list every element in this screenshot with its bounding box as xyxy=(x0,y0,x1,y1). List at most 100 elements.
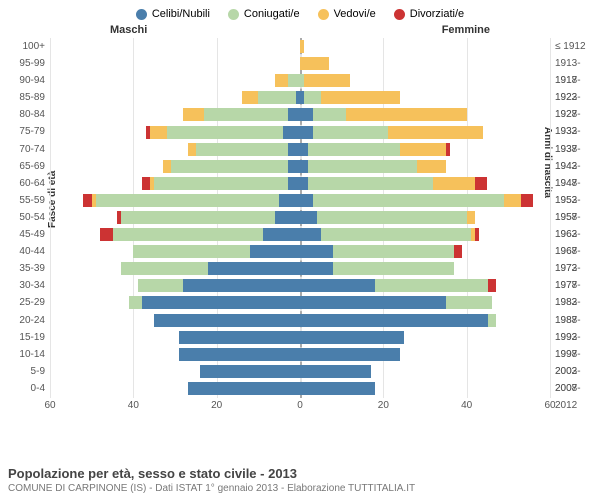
legend-item: Vedovi/e xyxy=(318,8,376,20)
segment xyxy=(250,245,300,258)
age-label: 90-94 xyxy=(0,72,48,89)
segment xyxy=(321,228,471,241)
pyramid-row xyxy=(50,243,550,260)
male-bar xyxy=(50,158,300,175)
legend-swatch xyxy=(136,9,147,20)
segment xyxy=(288,74,301,87)
male-bar xyxy=(50,294,300,311)
segment xyxy=(167,126,284,139)
male-bar xyxy=(50,192,300,209)
age-label: 20-24 xyxy=(0,312,48,329)
segment xyxy=(300,382,375,395)
male-bar xyxy=(50,346,300,363)
female-bar xyxy=(300,363,550,380)
segment xyxy=(133,245,250,258)
x-tick: 40 xyxy=(461,400,472,411)
segment xyxy=(188,143,196,156)
segment xyxy=(488,279,496,292)
segment xyxy=(317,211,467,224)
segment xyxy=(475,177,488,190)
segment xyxy=(138,279,184,292)
y-axis-left: 100+95-9990-9485-8980-8475-7970-7465-696… xyxy=(0,38,48,397)
segment xyxy=(400,143,446,156)
pyramid-row xyxy=(50,312,550,329)
birth-label: 2008-2012 xyxy=(552,380,600,397)
segment xyxy=(196,143,288,156)
age-label: 80-84 xyxy=(0,106,48,123)
segment xyxy=(300,108,313,121)
birth-label: 1988-1992 xyxy=(552,312,600,329)
legend-swatch xyxy=(228,9,239,20)
chart-title: Popolazione per età, sesso e stato civil… xyxy=(8,466,592,481)
pyramid-row xyxy=(50,294,550,311)
male-bar xyxy=(50,226,300,243)
age-label: 50-54 xyxy=(0,209,48,226)
pyramid-row xyxy=(50,209,550,226)
birth-label: 1953-1957 xyxy=(552,192,600,209)
segment xyxy=(300,314,488,327)
age-label: 70-74 xyxy=(0,141,48,158)
legend-item: Celibi/Nubili xyxy=(136,8,210,20)
pyramid-row xyxy=(50,329,550,346)
female-bar xyxy=(300,89,550,106)
age-label: 65-69 xyxy=(0,158,48,175)
segment xyxy=(488,314,496,327)
male-bar xyxy=(50,123,300,140)
age-label: 25-29 xyxy=(0,294,48,311)
pyramid-row xyxy=(50,192,550,209)
male-bar xyxy=(50,106,300,123)
legend-swatch xyxy=(318,9,329,20)
segment xyxy=(333,245,454,258)
birth-label: 1918-1922 xyxy=(552,72,600,89)
pyramid-row xyxy=(50,380,550,397)
segment xyxy=(96,194,279,207)
segment xyxy=(179,331,300,344)
segment xyxy=(417,160,446,173)
female-bar xyxy=(300,294,550,311)
x-axis: 6040200204060 xyxy=(50,400,550,418)
pyramid-row xyxy=(50,226,550,243)
male-bar xyxy=(50,277,300,294)
age-label: 40-44 xyxy=(0,243,48,260)
segment xyxy=(300,296,446,309)
bars xyxy=(50,38,550,397)
birth-label: 1973-1977 xyxy=(552,260,600,277)
segment xyxy=(308,177,433,190)
birth-label: 2003-2007 xyxy=(552,363,600,380)
female-bar xyxy=(300,192,550,209)
x-tick: 20 xyxy=(378,400,389,411)
birth-label: 1983-1987 xyxy=(552,294,600,311)
female-bar xyxy=(300,346,550,363)
birth-label: 1998-2002 xyxy=(552,346,600,363)
header-males: Maschi xyxy=(110,24,147,36)
segment xyxy=(163,160,171,173)
segment xyxy=(300,57,329,70)
segment xyxy=(171,160,288,173)
age-label: 5-9 xyxy=(0,363,48,380)
female-bar xyxy=(300,312,550,329)
segment xyxy=(300,245,333,258)
age-label: 60-64 xyxy=(0,175,48,192)
segment xyxy=(300,228,321,241)
segment xyxy=(504,194,521,207)
age-label: 35-39 xyxy=(0,260,48,277)
segment xyxy=(521,194,534,207)
female-bar xyxy=(300,106,550,123)
male-bar xyxy=(50,209,300,226)
segment xyxy=(154,177,287,190)
birth-label: 1923-1927 xyxy=(552,89,600,106)
segment xyxy=(208,262,300,275)
segment xyxy=(346,108,467,121)
female-bar xyxy=(300,38,550,55)
segment xyxy=(446,296,492,309)
segment xyxy=(308,143,400,156)
age-label: 10-14 xyxy=(0,346,48,363)
legend-item: Divorziati/e xyxy=(394,8,464,20)
male-bar xyxy=(50,312,300,329)
age-label: 0-4 xyxy=(0,380,48,397)
age-label: 15-19 xyxy=(0,329,48,346)
segment xyxy=(142,296,300,309)
birth-label: 1978-1982 xyxy=(552,277,600,294)
segment xyxy=(313,126,388,139)
x-tick: 0 xyxy=(297,400,303,411)
